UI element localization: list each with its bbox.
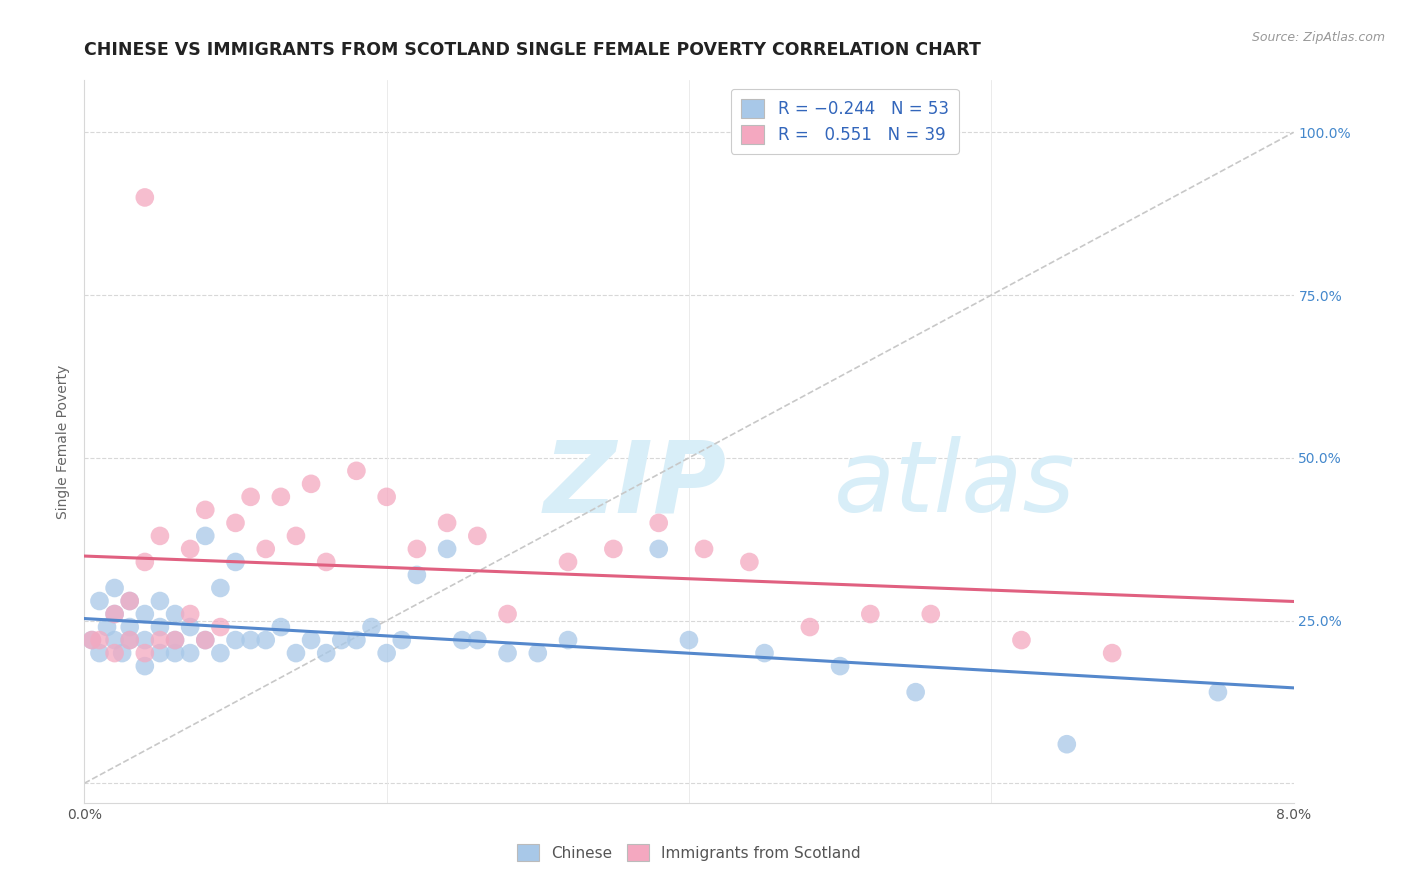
Point xyxy=(360,620,382,634)
Point xyxy=(285,529,308,543)
Point xyxy=(134,190,156,204)
Point xyxy=(194,503,217,517)
Point xyxy=(436,516,458,530)
Point xyxy=(270,620,292,634)
Point xyxy=(149,633,172,648)
Point xyxy=(754,646,776,660)
Point xyxy=(1101,646,1123,660)
Point xyxy=(89,646,111,660)
Point xyxy=(104,633,127,648)
Point xyxy=(194,529,217,543)
Point xyxy=(89,594,111,608)
Point xyxy=(134,633,156,648)
Point xyxy=(406,568,429,582)
Point xyxy=(830,659,852,673)
Point xyxy=(225,516,247,530)
Point xyxy=(406,541,429,556)
Point xyxy=(346,633,368,648)
Point xyxy=(209,581,232,595)
Point xyxy=(179,541,201,556)
Point xyxy=(104,607,127,621)
Y-axis label: Single Female Poverty: Single Female Poverty xyxy=(56,365,70,518)
Point xyxy=(496,607,519,621)
Point xyxy=(1206,685,1229,699)
Point xyxy=(239,490,262,504)
Point xyxy=(1011,633,1033,648)
Point xyxy=(118,633,141,648)
Point xyxy=(904,685,927,699)
Point xyxy=(375,646,398,660)
Text: CHINESE VS IMMIGRANTS FROM SCOTLAND SINGLE FEMALE POVERTY CORRELATION CHART: CHINESE VS IMMIGRANTS FROM SCOTLAND SING… xyxy=(84,41,981,59)
Point xyxy=(165,633,187,648)
Point xyxy=(165,607,187,621)
Point xyxy=(467,633,489,648)
Point xyxy=(149,646,172,660)
Point xyxy=(165,633,187,648)
Point xyxy=(346,464,368,478)
Point xyxy=(859,607,882,621)
Point xyxy=(799,620,821,634)
Legend: Chinese, Immigrants from Scotland: Chinese, Immigrants from Scotland xyxy=(512,838,866,867)
Point xyxy=(209,620,232,634)
Point xyxy=(648,541,671,556)
Point xyxy=(118,633,141,648)
Point xyxy=(149,620,172,634)
Point xyxy=(270,490,292,504)
Point xyxy=(557,555,579,569)
Point xyxy=(149,529,172,543)
Point xyxy=(299,476,322,491)
Point xyxy=(602,541,624,556)
Point xyxy=(134,646,156,660)
Point xyxy=(436,541,458,556)
Point xyxy=(149,594,172,608)
Point xyxy=(693,541,716,556)
Point xyxy=(118,620,141,634)
Point xyxy=(375,490,398,504)
Point xyxy=(557,633,579,648)
Point xyxy=(738,555,761,569)
Point xyxy=(104,646,127,660)
Point xyxy=(648,516,671,530)
Point xyxy=(527,646,550,660)
Point xyxy=(315,555,337,569)
Point xyxy=(254,633,277,648)
Point xyxy=(225,633,247,648)
Point xyxy=(104,581,127,595)
Text: ZIP: ZIP xyxy=(544,436,727,533)
Point xyxy=(496,646,519,660)
Point xyxy=(254,541,277,556)
Point xyxy=(330,633,353,648)
Point xyxy=(920,607,942,621)
Point xyxy=(451,633,474,648)
Point xyxy=(104,607,127,621)
Point xyxy=(80,633,103,648)
Point xyxy=(194,633,217,648)
Point xyxy=(96,620,118,634)
Point xyxy=(1056,737,1078,751)
Point xyxy=(179,620,201,634)
Point xyxy=(179,607,201,621)
Point xyxy=(391,633,413,648)
Text: atlas: atlas xyxy=(834,436,1076,533)
Point xyxy=(239,633,262,648)
Point xyxy=(134,555,156,569)
Point xyxy=(111,646,134,660)
Point xyxy=(134,659,156,673)
Point xyxy=(179,646,201,660)
Point xyxy=(467,529,489,543)
Point xyxy=(225,555,247,569)
Point xyxy=(678,633,700,648)
Point xyxy=(165,646,187,660)
Point xyxy=(194,633,217,648)
Point xyxy=(134,607,156,621)
Point xyxy=(299,633,322,648)
Point xyxy=(118,594,141,608)
Point xyxy=(285,646,308,660)
Point xyxy=(118,594,141,608)
Text: Source: ZipAtlas.com: Source: ZipAtlas.com xyxy=(1251,31,1385,45)
Point xyxy=(315,646,337,660)
Point xyxy=(80,633,103,648)
Point xyxy=(209,646,232,660)
Point xyxy=(89,633,111,648)
